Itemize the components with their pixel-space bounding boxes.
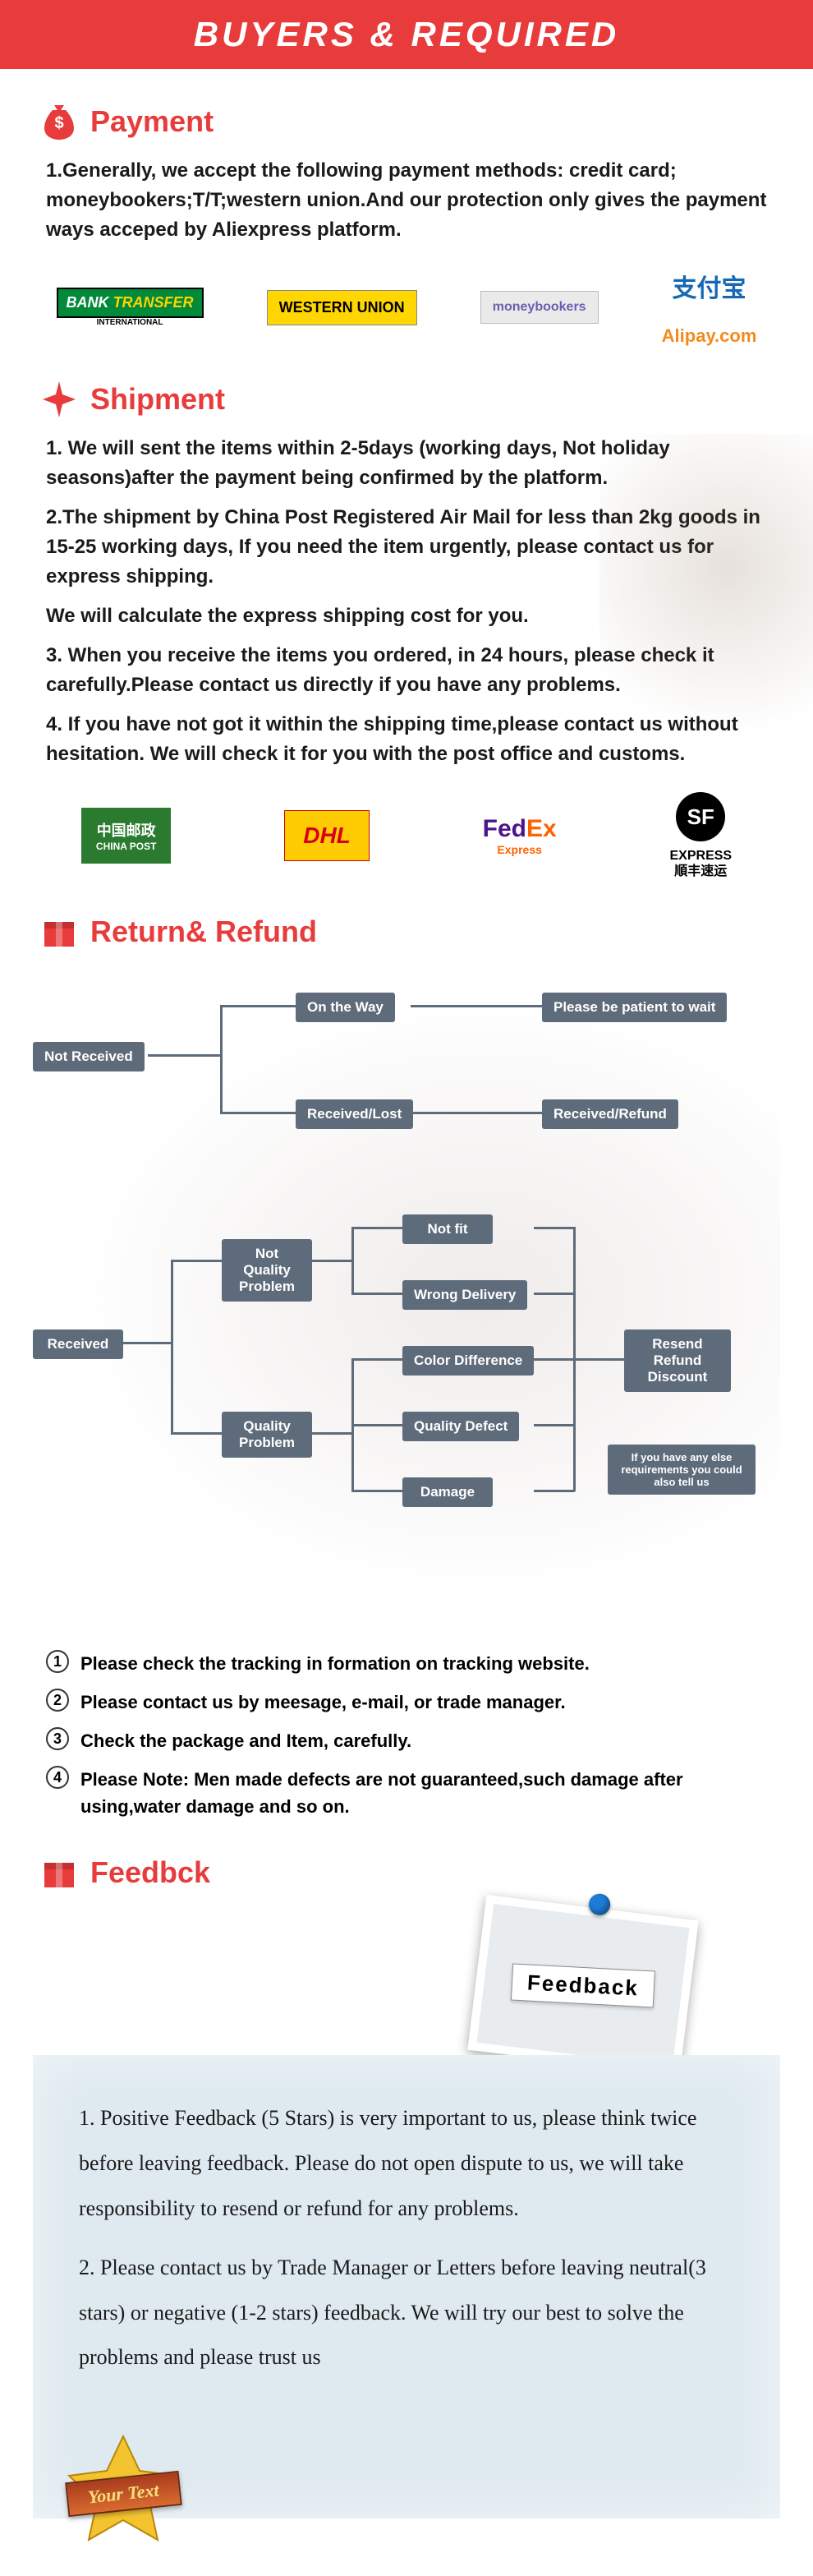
badge-wrap: Your Text <box>0 2428 813 2576</box>
shipment-p1: 1. We will sent the items within 2-5days… <box>46 434 767 493</box>
feedback-p1: 1. Positive Feedback (5 Stars) is very i… <box>79 2096 734 2231</box>
shipment-p2: 2.The shipment by China Post Registered … <box>46 503 767 592</box>
node-wrong-delivery: Wrong Delivery <box>402 1280 527 1310</box>
star-seal-badge: Your Text <box>33 2428 214 2560</box>
payment-body: 1.Generally, we accept the following pay… <box>46 156 767 245</box>
list-item: 2 Please contact us by meesage, e-mail, … <box>46 1689 767 1716</box>
section-refund-head: Return& Refund <box>39 912 813 952</box>
feedback-pinned-photo: Feedback <box>467 1895 698 2076</box>
node-nqp: Not Quality Problem <box>222 1239 312 1302</box>
package-icon <box>39 912 79 952</box>
node-color-diff: Color Difference <box>402 1346 534 1376</box>
shipment-block: 1. We will sent the items within 2-5days… <box>0 434 813 769</box>
circled-1: 1 <box>46 1650 69 1673</box>
note-4: Please Note: Men made defects are not gu… <box>80 1766 767 1820</box>
bank-transfer-logo: BANK TRANSFER INTERNATIONAL <box>57 288 204 327</box>
fedex-logo: FedEx Express <box>483 815 557 856</box>
node-qp: Quality Problem <box>222 1412 312 1458</box>
circled-3: 3 <box>46 1727 69 1750</box>
note-2: Please contact us by meesage, e-mail, or… <box>80 1689 566 1716</box>
node-patient: Please be patient to wait <box>542 993 727 1022</box>
moneybookers-logo: moneybookers <box>480 291 599 324</box>
node-received-refund: Received/Refund <box>542 1099 678 1129</box>
circled-4: 4 <box>46 1766 69 1789</box>
section-shipment-head: Shipment <box>39 380 813 419</box>
feedback-title: Feedbck <box>90 1855 210 1890</box>
money-bag-icon: $ <box>39 102 79 141</box>
note-3: Check the package and Item, carefully. <box>80 1727 411 1754</box>
section-payment-head: $ Payment <box>39 102 813 141</box>
node-received-lost: Received/Lost <box>296 1099 413 1129</box>
feedback-p2: 2. Please contact us by Trade Manager or… <box>79 2246 734 2380</box>
list-item: 1 Please check the tracking in formation… <box>46 1650 767 1677</box>
note-1: Please check the tracking in formation o… <box>80 1650 590 1677</box>
shipment-logo-row: 中国邮政 CHINA POST DHL FedEx Express SF EXP… <box>33 792 780 879</box>
list-item: 4 Please Note: Men made defects are not … <box>46 1766 767 1820</box>
dhl-logo: DHL <box>284 810 370 861</box>
node-not-received: Not Received <box>33 1042 145 1071</box>
refund-notes-list: 1 Please check the tracking in formation… <box>46 1650 767 1820</box>
shipment-p4: 4. If you have not got it within the shi… <box>46 710 767 769</box>
circled-2: 2 <box>46 1689 69 1712</box>
china-post-logo: 中国邮政 CHINA POST <box>81 808 172 864</box>
node-resend: Resend Refund Discount <box>624 1329 731 1392</box>
node-received: Received <box>33 1329 123 1359</box>
header-bar: BUYERS & REQUIRED <box>0 0 813 69</box>
sf-express-logo: SF EXPRESS順丰速运 <box>670 792 733 879</box>
western-union-logo: WESTERN UNION <box>267 290 417 325</box>
shipment-p2b: We will calculate the express shipping c… <box>46 601 767 631</box>
node-on-the-way: On the Way <box>296 993 395 1022</box>
node-any-else: If you have any else requirements you co… <box>608 1445 756 1495</box>
node-damage: Damage <box>402 1477 493 1507</box>
payment-title: Payment <box>90 104 214 139</box>
refund-flowchart: Not Received On the Way Please be patien… <box>33 968 780 1625</box>
list-item: 3 Check the package and Item, carefully. <box>46 1727 767 1754</box>
shipment-title: Shipment <box>90 382 225 417</box>
payment-logo-row: BANK TRANSFER INTERNATIONAL WESTERN UNIO… <box>33 268 780 347</box>
package-icon <box>39 1853 79 1892</box>
node-quality-defect: Quality Defect <box>402 1412 519 1441</box>
node-not-fit: Not fit <box>402 1214 493 1244</box>
feedback-photo-label: Feedback <box>511 1963 655 2007</box>
alipay-logo: 支付宝 Alipay.com <box>662 268 757 347</box>
section-feedback-head: Feedbck <box>39 1853 813 1892</box>
shipment-p3: 3. When you receive the items you ordere… <box>46 641 767 700</box>
svg-text:$: $ <box>54 114 63 132</box>
airplane-icon <box>39 380 79 419</box>
refund-title: Return& Refund <box>90 915 317 949</box>
